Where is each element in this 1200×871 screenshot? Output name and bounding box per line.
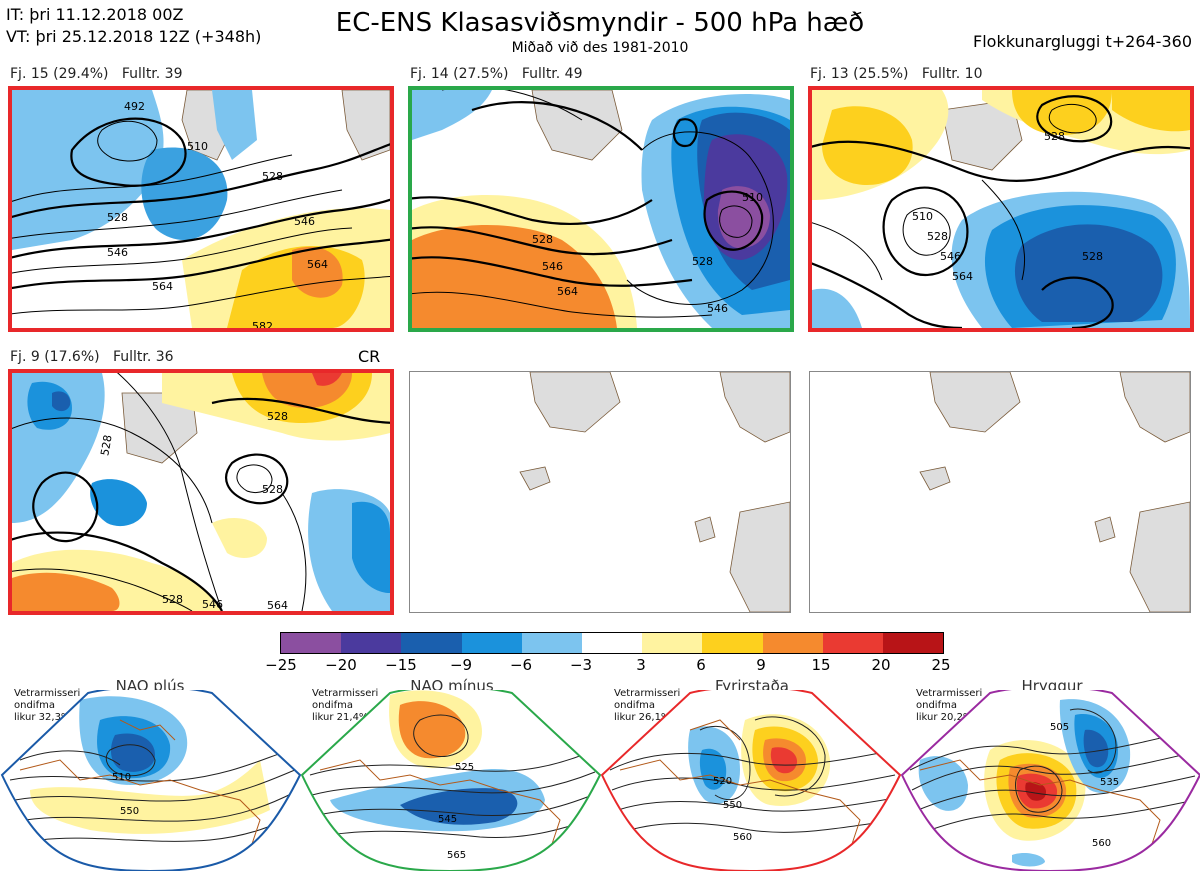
colorbar-swatch	[882, 633, 944, 653]
contour-label: 528	[927, 230, 948, 243]
colorbar-swatch	[702, 633, 763, 653]
regime-blocking-info: Vetrarmisseri ondifma likur 26,1%	[614, 688, 681, 723]
contour-label: 528	[1082, 250, 1103, 263]
contour-label: 520	[713, 776, 732, 787]
contour-label: 546	[940, 250, 961, 263]
colorbar-tick: −15	[385, 656, 417, 674]
cluster-9-map[interactable]: 528 528 528 546 564 528	[8, 369, 394, 615]
colorbar-tick: −25	[265, 656, 297, 674]
regime-nao-minus-map: 525 545 565	[302, 690, 600, 871]
regime-ridge-info: Vetrarmisseri ondifma likur 20,2%	[916, 688, 983, 723]
contour-label: 535	[1100, 777, 1119, 788]
regime-nao-minus-frame	[300, 690, 602, 871]
colorbar-tick: 20	[871, 656, 891, 674]
colorbar-tick: 25	[931, 656, 951, 674]
colorbar-swatch	[341, 633, 402, 653]
contour-label: 528	[98, 434, 114, 457]
contour-label: 564	[267, 599, 288, 611]
contour-label: 528	[267, 410, 288, 423]
colorbar-tick: 3	[636, 656, 646, 674]
colorbar-tick: −3	[569, 656, 593, 674]
colorbar-tick: 15	[811, 656, 831, 674]
valid-time: VT: þri 25.12.2018 12Z (+348h)	[6, 27, 262, 46]
cluster-9-label: Fj. 9 (17.6%) Fulltr. 36	[10, 349, 174, 365]
regime-nao-plus-map: 510 550	[2, 690, 300, 871]
contour-label: 582	[252, 320, 273, 328]
regime-maps: 510 550 525 545 565	[0, 690, 1200, 871]
contour-label: 528	[107, 211, 128, 224]
contour-label: 550	[120, 806, 139, 817]
contour-label: 546	[707, 302, 728, 315]
cluster-14-label: Fj. 14 (27.5%) Fulltr. 49	[410, 66, 583, 82]
page-title: EC-ENS Klasasviðsmyndir - 500 hPa hæð	[335, 8, 865, 38]
contour-label: 565	[447, 850, 466, 861]
contour-label: 564	[152, 280, 173, 293]
regime-nao-plus-info: Vetrarmisseri ondifma likur 32,3%	[14, 688, 81, 723]
colorbar-swatch	[581, 633, 643, 653]
cluster-13-label: Fj. 13 (25.5%) Fulltr. 10	[810, 66, 983, 82]
regime-blocking-frame	[600, 690, 902, 871]
contour-label: 510	[187, 140, 208, 153]
contour-label: 546	[294, 215, 315, 228]
contour-label: 564	[952, 270, 973, 283]
contour-label: 528	[692, 255, 713, 268]
contour-label: 560	[733, 832, 752, 843]
forecast-times: IT: þri 11.12.2018 00Z VT: þri 25.12.201…	[6, 4, 261, 48]
colorbar-swatch	[822, 633, 883, 653]
contour-label: 564	[307, 258, 328, 271]
contour-label: 546	[542, 260, 563, 273]
contour-label: 546	[107, 246, 128, 259]
colorbar-swatch	[401, 633, 462, 653]
colorbar-swatch	[281, 633, 342, 653]
cluster-15-map[interactable]: 528 492 510 546 564 582 528 546 564	[8, 86, 394, 332]
contour-label: 546	[202, 598, 223, 611]
contour-label: 492	[124, 100, 145, 113]
cluster-13-map[interactable]: 528 510 528 546 564 528	[808, 86, 1194, 332]
contour-label: 545	[438, 814, 457, 825]
regime-nao-plus-frame	[0, 690, 302, 871]
colorbar-tick: −6	[509, 656, 533, 674]
contour-label: 510	[112, 772, 131, 783]
colorbar-swatch	[762, 633, 823, 653]
contour-label: 560	[1092, 838, 1111, 849]
contour-label: 528	[262, 483, 283, 496]
colorbar-swatch	[521, 633, 582, 653]
contour-label: 550	[723, 800, 742, 811]
initial-time: IT: þri 11.12.2018 00Z	[6, 5, 184, 24]
cluster-14-map[interactable]: 510 528 528 546 546 564	[408, 86, 794, 332]
contour-label: 528	[162, 593, 183, 606]
colorbar-tick: −20	[325, 656, 357, 674]
regime-ridge-map: 505 535 560	[902, 690, 1200, 871]
regime-ridge-frame	[900, 690, 1200, 871]
colorbar-swatch	[642, 633, 703, 653]
contour-label: 528	[1044, 130, 1065, 143]
contour-label: 525	[455, 762, 474, 773]
colorbar-tick: 9	[756, 656, 766, 674]
colorbar-tick: −9	[449, 656, 473, 674]
cr-label: CR	[358, 347, 381, 366]
contour-label: 564	[557, 285, 578, 298]
page-subtitle: Miðað við des 1981-2010	[511, 40, 689, 56]
contour-label: 510	[912, 210, 933, 223]
cluster-15-label: Fj. 15 (29.4%) Fulltr. 39	[10, 66, 183, 82]
colorbar-swatch	[461, 633, 522, 653]
contour-label: 528	[262, 170, 283, 183]
contour-label: 510	[742, 191, 763, 204]
colorbar	[280, 632, 944, 654]
regime-nao-minus-info: Vetrarmisseri ondifma likur 21,4%	[312, 688, 379, 723]
contour-label: 528	[532, 233, 553, 246]
colorbar-tick: 6	[696, 656, 706, 674]
empty-map-panel	[409, 371, 791, 613]
classification-window: Flokkunargluggi t+264-360	[973, 32, 1192, 51]
contour-label: 505	[1050, 722, 1069, 733]
empty-map-panel	[809, 371, 1191, 613]
regime-blocking-map: 520 550 560	[602, 690, 900, 871]
